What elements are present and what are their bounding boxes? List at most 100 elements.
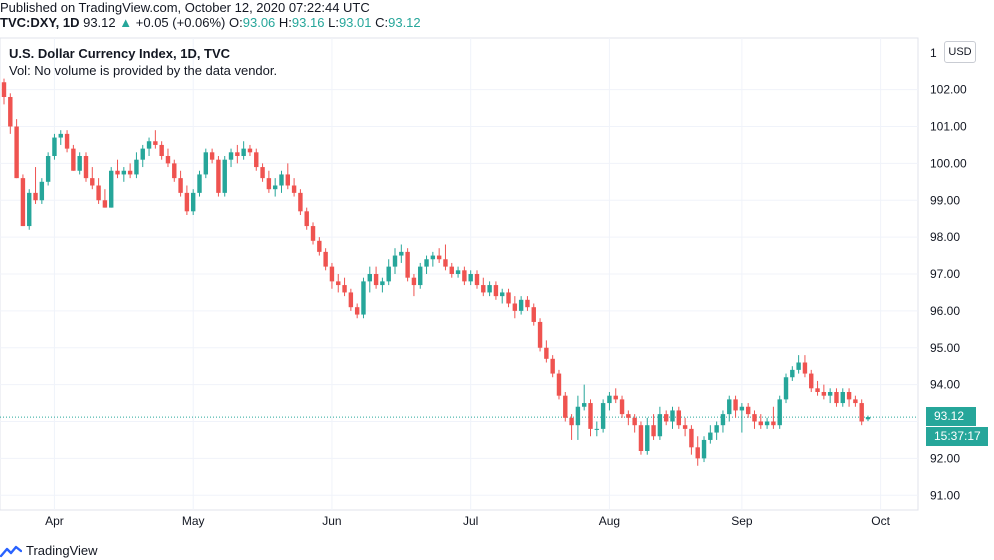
candle-body-down: [127, 170, 133, 175]
candle-body-down: [802, 362, 808, 374]
candle-body-down: [613, 395, 618, 400]
candle-body-up: [386, 266, 391, 282]
candle-body-down: [178, 178, 183, 193]
candle-body-down: [544, 347, 549, 359]
y-tick-label: 1: [930, 46, 937, 60]
candle-body-down: [676, 410, 682, 426]
candle-body-down: [506, 292, 511, 304]
candle-body-up: [714, 425, 719, 433]
candle-body-down: [329, 266, 335, 282]
candle-body-down: [285, 174, 291, 186]
candle-body-down: [71, 148, 76, 171]
x-tick-label: Apr: [45, 514, 64, 528]
candle-body-up: [783, 377, 789, 400]
candle-body-up: [27, 192, 32, 227]
candle-body-up: [594, 428, 600, 430]
candle-body-up: [39, 181, 45, 201]
candle-body-down: [638, 425, 644, 451]
candle-body-up: [380, 281, 385, 286]
candle-body-down: [626, 414, 631, 418]
x-tick-label: Jul: [463, 514, 478, 528]
candle-body-up: [77, 156, 82, 171]
candle-body-down: [556, 373, 562, 396]
candle-body-up: [701, 439, 707, 459]
candle-body-down: [235, 152, 240, 156]
candle-body-down: [651, 425, 656, 437]
candle-body-up: [840, 392, 845, 404]
candle-body-up: [279, 174, 284, 186]
candle-body-down: [291, 185, 297, 193]
candle-body-down: [83, 156, 89, 179]
candle-body-up: [865, 417, 871, 420]
x-tick-label: Oct: [871, 514, 890, 528]
y-tick-label: 92.00: [930, 451, 960, 465]
candle-body-up: [272, 185, 278, 190]
candle-body-down: [821, 392, 827, 396]
candle-body-down: [266, 178, 272, 190]
candle-body-up: [146, 141, 152, 149]
candle-body-down: [115, 170, 120, 175]
candle-body-down: [682, 425, 688, 429]
candle-body-down: [512, 303, 518, 311]
y-tick-label: 99.00: [930, 193, 960, 207]
x-tick-label: Sep: [731, 514, 753, 528]
candle-body-down: [102, 200, 108, 208]
candle-body-down: [462, 270, 467, 282]
high-label: H:: [278, 15, 292, 30]
candle-body-down: [758, 421, 763, 426]
candle-body-down: [493, 285, 499, 297]
candle-body-up: [203, 152, 209, 175]
candle-body-down: [689, 428, 694, 448]
candle-body-down: [172, 163, 177, 179]
candle-body-down: [809, 373, 814, 389]
candle-body-down: [405, 251, 410, 278]
candle-body-down: [525, 299, 530, 308]
close-value: 93.12: [388, 15, 421, 30]
candle-body-up: [657, 414, 663, 437]
candle-body-up: [827, 392, 833, 396]
candle-body-down: [354, 307, 360, 315]
candle-body-up: [361, 281, 366, 315]
candle-body-up: [121, 170, 127, 175]
quote-line: TVC:DXY, 1D 93.12 ▲ +0.05 (+0.06%) O:93.…: [0, 15, 421, 30]
low-label: L:: [328, 15, 339, 30]
candle-body-down: [342, 285, 347, 293]
candle-body-down: [537, 321, 543, 348]
footer-brand[interactable]: TradingView: [0, 541, 98, 560]
change-arrow-icon: ▲: [119, 15, 133, 30]
candle-body-down: [846, 392, 852, 400]
currency-button[interactable]: USD: [944, 41, 976, 63]
candle-body-down: [260, 167, 265, 179]
candle-body-up: [727, 399, 732, 415]
candle-body-down: [373, 274, 379, 286]
x-tick-label: Aug: [599, 514, 620, 528]
candle-body-down: [859, 403, 864, 422]
candle-body-down: [449, 266, 454, 274]
open-label: O:: [229, 15, 243, 30]
y-tick-label: 98.00: [930, 230, 960, 244]
candle-body-down: [563, 395, 568, 418]
price-change: +0.05 (+0.06%): [135, 15, 226, 30]
candle-body-down: [209, 152, 215, 160]
candle-body-up: [241, 148, 246, 156]
y-tick-label: 95.00: [930, 341, 960, 355]
candle-body-down: [1, 82, 7, 97]
candle-body-down: [619, 399, 625, 415]
candle-body-down: [474, 274, 480, 286]
candle-body-up: [45, 156, 51, 182]
chart-legend-title: U.S. Dollar Currency Index, 1D, TVC: [9, 46, 231, 61]
last-price: 93.12: [83, 15, 116, 30]
bar-countdown-tag: 15:37:17: [926, 427, 988, 446]
candle-body-up: [228, 152, 234, 160]
candle-body-up: [392, 255, 398, 267]
x-tick-label: May: [182, 514, 205, 528]
candle-body-up: [430, 255, 436, 260]
candle-body-up: [670, 410, 675, 422]
candle-body-down: [443, 259, 448, 267]
candle-body-down: [411, 277, 417, 286]
candle-body-up: [790, 369, 795, 378]
candle-body-down: [184, 192, 190, 212]
candle-body-up: [109, 170, 114, 208]
candle-body-down: [247, 148, 253, 153]
